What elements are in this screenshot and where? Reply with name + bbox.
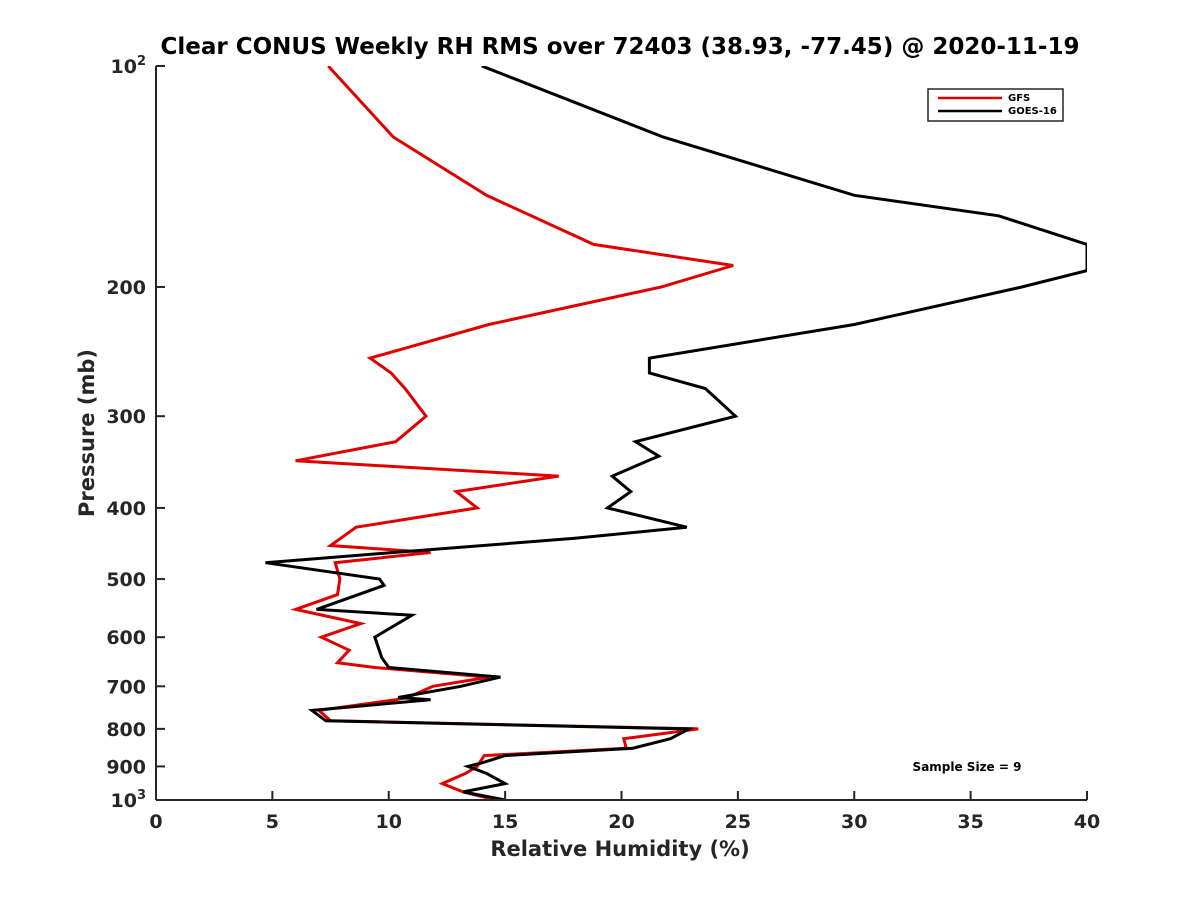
chart-title: Clear CONUS Weekly RH RMS over 72403 (38… — [161, 34, 1080, 60]
x-tick-label: 5 — [266, 811, 279, 833]
legend-label-goes16: GOES-16 — [1008, 106, 1057, 117]
x-axis-label: Relative Humidity (%) — [490, 837, 749, 861]
y-tick-label: 700 — [106, 676, 146, 698]
x-tick-label: 0 — [149, 811, 162, 833]
y-tick-label: 400 — [106, 498, 146, 520]
y-tick-label: 102 — [111, 54, 147, 78]
x-tick-label: 35 — [957, 811, 983, 833]
x-tick-label: 15 — [492, 811, 518, 833]
y-axis-label: Pressure (mb) — [75, 349, 99, 517]
y-tick-label: 600 — [106, 627, 146, 649]
y-tick-label: 103 — [111, 788, 147, 812]
x-tick-label: 10 — [376, 811, 402, 833]
x-tick-label: 20 — [608, 811, 634, 833]
y-tick-label: 900 — [106, 756, 146, 778]
y-tick-label: 300 — [106, 406, 146, 428]
x-tick-label: 40 — [1074, 811, 1100, 833]
y-tick-label: 800 — [106, 719, 146, 741]
y-tick-label: 200 — [106, 277, 146, 299]
legend-label-gfs: GFS — [1008, 93, 1030, 104]
y-tick-label: 500 — [106, 569, 146, 591]
x-tick-label: 30 — [841, 811, 867, 833]
sample-size-annotation: Sample Size = 9 — [913, 760, 1022, 774]
x-tick-label: 25 — [725, 811, 751, 833]
legend: GFS GOES-16 — [927, 88, 1064, 122]
legend-box — [927, 88, 1064, 122]
series-line-goes16 — [265, 66, 1087, 800]
series-line-gfs — [290, 66, 734, 800]
